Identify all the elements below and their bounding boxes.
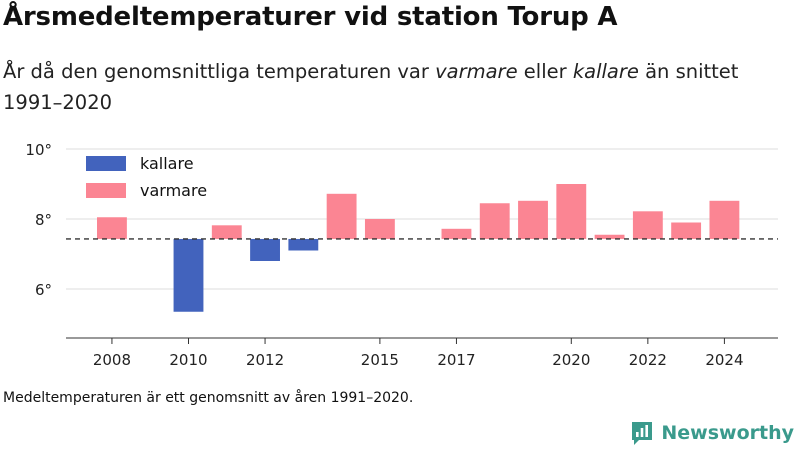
newsworthy-logo-icon <box>632 422 653 445</box>
subtitle-text-3: än snittet 1991–2020 <box>3 60 739 114</box>
x-tick-label: 2024 <box>705 351 743 369</box>
subtitle-text-1: År då den genomsnittliga temperaturen va… <box>3 60 436 83</box>
bar-varmare <box>632 211 663 239</box>
footnote: Medeltemperaturen är ett genomsnitt av å… <box>3 390 414 406</box>
bar-varmare <box>479 203 510 239</box>
x-tick-label: 2008 <box>93 351 131 369</box>
bar-varmare <box>518 200 548 239</box>
bar-varmare <box>441 228 472 239</box>
x-tick-label: 2015 <box>361 351 399 369</box>
bar-varmare <box>594 234 625 239</box>
x-tick-label: 2020 <box>552 351 590 369</box>
bar-varmare <box>211 225 242 239</box>
bar-varmare <box>326 193 357 239</box>
x-tick-label: 2012 <box>246 351 284 369</box>
bar-varmare <box>709 200 740 239</box>
brand: Newsworthy <box>630 420 794 446</box>
bar-kallare <box>250 238 280 261</box>
y-tick-label: 8° <box>35 211 52 229</box>
legend-swatch-varmare <box>86 183 126 198</box>
y-tick-label: 6° <box>35 281 52 299</box>
bar-chart: 6° 8° 10° 2008 2010 2012 2015 2017 2020 2022 2024 k… <box>25 141 778 369</box>
bar-varmare <box>364 219 395 239</box>
legend-label-varmare: varmare <box>140 181 207 200</box>
x-tick-label: 2017 <box>437 351 475 369</box>
legend-swatch-kallare <box>86 156 126 171</box>
chart-subtitle: År då den genomsnittliga temperaturen va… <box>3 56 793 118</box>
x-tick-label: 2010 <box>169 351 207 369</box>
subtitle-cold: kallare <box>572 60 639 83</box>
bar-varmare <box>97 217 127 239</box>
brand-name: Newsworthy <box>661 422 794 444</box>
y-tick-label: 10° <box>25 141 52 159</box>
bar-varmare <box>671 222 702 239</box>
bar-varmare <box>556 184 587 239</box>
chart-title: Årsmedeltemperaturer vid station Torup A <box>3 2 618 32</box>
bar-kallare <box>173 238 204 312</box>
legend-label-kallare: kallare <box>140 154 194 173</box>
subtitle-warm: varmare <box>435 60 518 83</box>
x-tick-label: 2022 <box>629 351 667 369</box>
subtitle-text-2: eller <box>517 60 573 83</box>
bar-kallare <box>288 238 319 251</box>
